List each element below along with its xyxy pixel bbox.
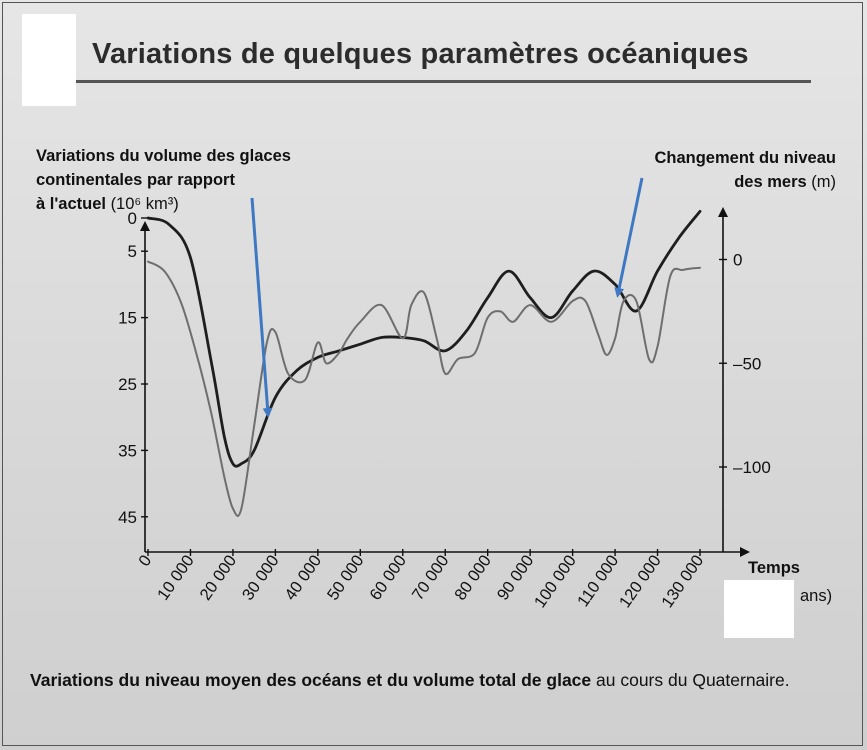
x-tick-label-1: 10 000: [154, 552, 198, 604]
x-tick-label-7: 70 000: [409, 552, 453, 604]
right-axis-title-line-1: Changement du niveau: [654, 149, 836, 167]
left-tick-label-2: 15: [118, 309, 137, 328]
right-tick-label-0: 0: [733, 251, 742, 270]
page-title: Variations de quelques paramètres océani…: [92, 38, 749, 70]
x-tick-label-6: 60 000: [366, 552, 410, 604]
x-tick-label-0: 0: [135, 552, 155, 570]
x-tick-label-2: 20 000: [197, 552, 241, 604]
left-axis-title-line-2: continentales par rapport: [36, 171, 235, 189]
left-tick-label-3: 25: [118, 375, 137, 394]
x-axis-unit: ans): [800, 587, 833, 605]
x-tick-label-5: 50 000: [324, 552, 368, 604]
blank-mask-top: [22, 14, 76, 106]
x-tick-label-8: 80 000: [451, 552, 495, 604]
arrow-to-ice-curve: [250, 197, 273, 418]
x-tick-label-10: 100 000: [531, 552, 580, 611]
title-underline: [76, 34, 811, 83]
continental-ice-volume-curve: [146, 210, 702, 468]
x-tick-label-12: 120 000: [616, 552, 665, 611]
right-axis-title: Changement du niveau des mers (m): [600, 146, 836, 194]
left-axis-unit: (10⁶ km³): [110, 195, 179, 213]
x-tick-label-9: 90 000: [494, 552, 538, 604]
figure-caption: Variations du niveau moyen des océans et…: [30, 668, 840, 693]
caption-bold: Variations du niveau moyen des océans et…: [30, 670, 592, 690]
right-tick-label-2: –100: [733, 458, 771, 477]
x-axis-title: Temps: [748, 559, 800, 577]
arrow-to-sea-level-curve: [614, 177, 644, 298]
caption-rest: au cours du Quaternaire.: [596, 670, 790, 690]
right-tick-label-1: –50: [733, 354, 761, 373]
left-axis-title: Variations du volume des glaces continen…: [36, 144, 291, 216]
right-axis-title-line-2: des mers: [734, 173, 807, 191]
right-axis-unit: (m): [811, 173, 836, 191]
left-axis-title-line-1: Variations du volume des glaces: [36, 147, 291, 165]
x-tick-label-4: 40 000: [281, 552, 325, 604]
x-tick-label-13: 130 000: [658, 552, 707, 611]
sea-level-curve: [147, 260, 701, 517]
left-axis-title-line-3: à l'actuel: [36, 195, 106, 213]
left-tick-label-4: 35: [118, 441, 137, 460]
left-tick-label-1: 5: [128, 242, 137, 261]
left-tick-label-0: 0: [128, 209, 137, 228]
x-tick-label-3: 30 000: [239, 552, 283, 604]
blank-mask-bottom: [724, 580, 794, 638]
left-tick-label-5: 45: [118, 508, 137, 527]
